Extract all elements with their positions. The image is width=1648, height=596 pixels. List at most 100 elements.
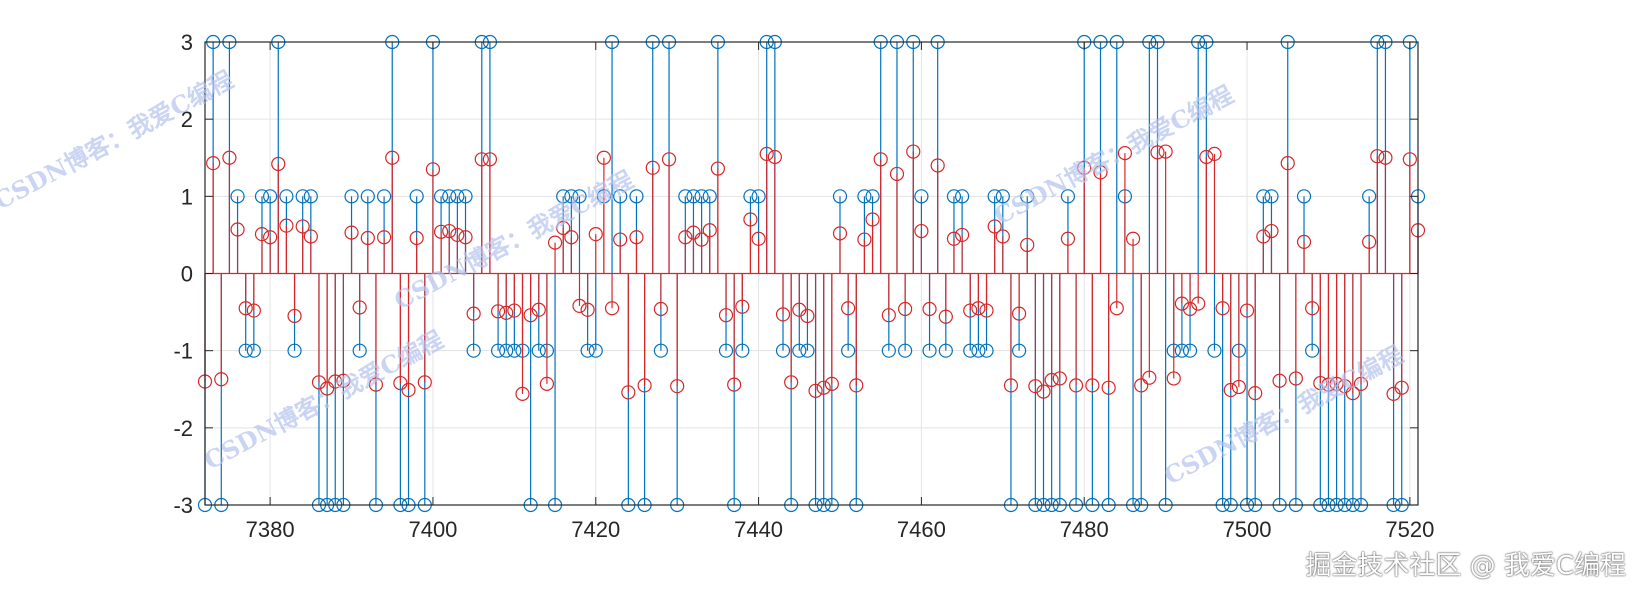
x-tick-label: 7400 — [408, 517, 457, 542]
received-marker — [946, 231, 962, 246]
received-marker — [1182, 301, 1198, 317]
received-marker — [1150, 145, 1165, 160]
received-marker — [653, 301, 668, 317]
transmitted-marker — [775, 343, 791, 358]
received-marker — [368, 377, 384, 392]
received-marker — [466, 306, 481, 321]
received-marker — [1068, 378, 1084, 393]
received-marker — [727, 377, 742, 392]
received-marker — [1003, 378, 1019, 393]
transmitted-marker — [914, 189, 929, 204]
received-marker — [287, 308, 302, 324]
received-marker — [1239, 303, 1255, 318]
received-marker — [613, 232, 628, 247]
received-marker — [898, 301, 913, 317]
transmitted-marker — [702, 189, 717, 204]
received-marker — [816, 380, 831, 395]
received-marker — [1125, 231, 1141, 246]
received-marker — [800, 308, 815, 324]
received-marker — [857, 232, 872, 247]
received-marker — [1305, 301, 1320, 316]
transmitted-marker — [531, 343, 546, 358]
transmitted-marker — [1020, 189, 1035, 204]
received-marker — [1296, 234, 1312, 249]
received-marker — [222, 150, 237, 165]
received-marker — [1101, 380, 1116, 395]
received-marker — [1362, 234, 1377, 249]
x-tick-label: 7520 — [1385, 517, 1434, 542]
y-tick-label: -3 — [173, 493, 193, 518]
footer-credit: 掘金技术社区 @ 我爱C编程 — [1305, 551, 1626, 581]
received-marker — [336, 373, 351, 388]
transmitted-marker — [653, 343, 668, 358]
transmitted-marker — [295, 189, 310, 204]
received-marker — [1207, 146, 1222, 161]
received-marker — [963, 303, 978, 318]
transmitted-marker — [1256, 189, 1271, 204]
received-marker — [1345, 386, 1360, 401]
received-marker — [328, 374, 343, 389]
received-marker — [1077, 160, 1092, 175]
received-marker — [531, 302, 546, 317]
received-marker — [1158, 144, 1173, 159]
received-marker — [320, 381, 335, 396]
transmitted-marker — [433, 189, 449, 204]
received-marker — [588, 227, 603, 242]
received-marker — [914, 223, 929, 239]
received-marker — [1052, 371, 1067, 386]
received-marker — [767, 149, 782, 165]
transmitted-marker — [409, 189, 424, 204]
received-marker — [1321, 377, 1336, 392]
transmitted-marker — [580, 343, 595, 358]
received-marker — [604, 301, 620, 316]
received-marker — [987, 219, 1002, 234]
transmitted-marker — [1207, 343, 1222, 358]
received-marker — [873, 152, 888, 167]
series-received — [197, 144, 1426, 401]
received-marker — [1036, 384, 1051, 399]
transmitted-marker — [800, 343, 815, 358]
received-marker — [645, 160, 660, 175]
received-marker — [1402, 152, 1417, 167]
received-marker — [1028, 379, 1043, 394]
received-marker — [1329, 376, 1344, 391]
received-marker — [1199, 149, 1214, 165]
received-marker — [979, 303, 994, 318]
received-marker — [849, 378, 864, 393]
transmitted-marker — [881, 343, 896, 358]
transmitted-marker — [735, 343, 750, 358]
transmitted-marker — [564, 189, 579, 204]
received-marker — [1280, 156, 1295, 171]
transmitted-marker — [955, 189, 970, 204]
transmitted-marker — [377, 189, 392, 204]
received-marker — [1337, 379, 1352, 394]
received-marker — [784, 375, 799, 390]
received-marker — [938, 309, 953, 324]
transmitted-marker — [254, 189, 270, 204]
x-tick-label: 7480 — [1060, 517, 1109, 542]
received-marker — [1109, 301, 1124, 316]
received-marker — [482, 152, 498, 167]
received-marker — [922, 301, 937, 317]
received-marker — [1191, 296, 1206, 311]
received-marker — [1394, 380, 1409, 395]
received-marker — [1142, 370, 1157, 385]
transmitted-marker — [246, 343, 261, 358]
transmitted-marker — [450, 189, 465, 204]
received-marker — [401, 382, 416, 398]
transmitted-marker — [865, 189, 880, 204]
received-marker — [515, 386, 530, 401]
received-marker — [344, 225, 359, 240]
transmitted-marker — [458, 189, 473, 204]
transmitted-marker — [971, 343, 986, 358]
transmitted-marker — [1264, 189, 1279, 204]
transmitted-marker — [613, 189, 628, 204]
transmitted-marker — [352, 343, 367, 358]
received-marker — [206, 156, 221, 171]
transmitted-marker — [572, 189, 587, 204]
transmitted-marker — [556, 189, 571, 204]
received-marker — [775, 307, 791, 322]
received-marker — [1378, 150, 1393, 165]
received-marker — [670, 379, 685, 394]
transmitted-marker — [686, 189, 701, 204]
